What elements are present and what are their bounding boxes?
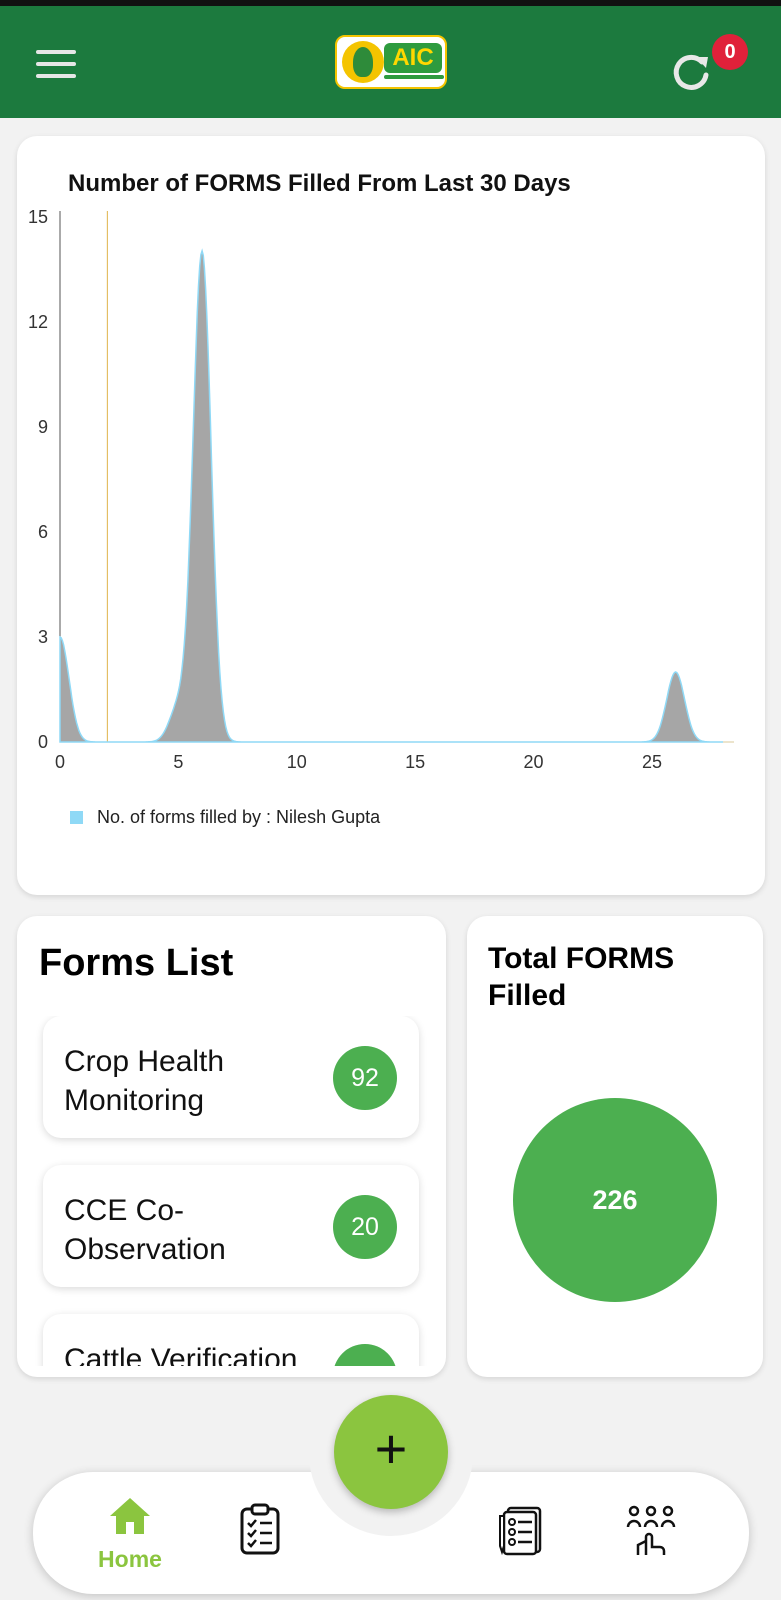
forms-list-title: Forms List	[39, 942, 234, 984]
y-tick-label: 6	[38, 522, 48, 542]
total-forms-title: Total FORMS Filled	[488, 942, 675, 1012]
menu-icon[interactable]	[36, 50, 76, 80]
legend-label: No. of forms filled by : Nilesh Gupta	[97, 807, 381, 827]
y-tick-label: 12	[28, 312, 48, 332]
sync-count-badge: 0	[712, 34, 748, 70]
forms-list-card: Forms List Crop Health Monitoring 92 CCE…	[17, 916, 446, 1377]
form-item-cattle-verification[interactable]: Cattle Verification 10	[43, 1314, 419, 1366]
x-tick-label: 10	[287, 752, 307, 772]
form-item-label: Crop Health Monitoring	[64, 1045, 225, 1117]
nav-home-button[interactable]: Home	[90, 1496, 170, 1580]
select-farmer-group-icon[interactable]	[624, 1503, 678, 1557]
logo-text: AIC	[384, 43, 442, 73]
y-tick-label: 0	[38, 732, 48, 752]
total-forms-card: Total FORMS Filled 226	[467, 916, 763, 1377]
forms-list[interactable]: Crop Health Monitoring 92 CCE Co-Observa…	[17, 1016, 446, 1366]
forms-chart-card: Number of FORMS Filled From Last 30 Days…	[17, 136, 765, 895]
add-form-button[interactable]: +	[334, 1395, 448, 1509]
form-item-cce-co-observation[interactable]: CCE Co-Observation 20	[43, 1165, 419, 1287]
app-logo: AIC	[335, 35, 447, 89]
x-tick-label: 0	[55, 752, 65, 772]
survey-list-icon[interactable]	[498, 1506, 544, 1556]
form-item-count: 92	[333, 1046, 397, 1110]
legend-swatch	[70, 811, 83, 824]
x-tick-label: 5	[173, 752, 183, 772]
y-tick-label: 15	[28, 207, 48, 227]
form-item-label: Cattle Verification	[64, 1343, 298, 1366]
form-item-crop-health[interactable]: Crop Health Monitoring 92	[43, 1016, 419, 1138]
app-bar: AIC 0	[0, 6, 781, 118]
logo-emblem-icon	[342, 41, 384, 83]
y-tick-label: 3	[38, 627, 48, 647]
x-tick-label: 25	[642, 752, 662, 772]
chart-title: Number of FORMS Filled From Last 30 Days	[68, 170, 571, 197]
y-tick-label: 9	[38, 417, 48, 437]
series-area-nilesh-gupta	[59, 248, 723, 743]
x-tick-label: 15	[405, 752, 425, 772]
chart-legend: No. of forms filled by : Nilesh Gupta	[70, 807, 380, 828]
x-tick-label: 20	[524, 752, 544, 772]
sync-icon[interactable]	[669, 50, 713, 94]
total-forms-count: 226	[513, 1098, 717, 1302]
form-item-count: 10	[333, 1344, 397, 1366]
clipboard-checklist-icon[interactable]	[238, 1503, 282, 1555]
forms-chart: 0 3 6 9 12 15 0 5 10 15 20 25	[28, 207, 734, 772]
home-icon	[110, 1498, 150, 1534]
status-bar	[0, 0, 781, 6]
form-item-label: CCE Co-Observation	[64, 1194, 226, 1266]
nav-home-label: Home	[98, 1546, 162, 1572]
form-item-count: 20	[333, 1195, 397, 1259]
